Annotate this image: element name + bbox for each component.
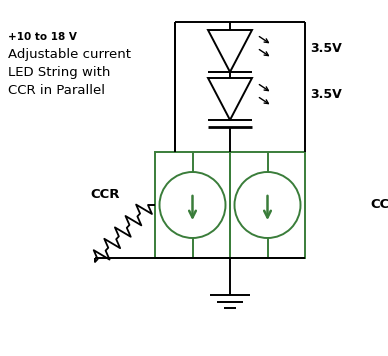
Text: CCR: CCR bbox=[370, 199, 388, 211]
Text: 3.5V: 3.5V bbox=[310, 42, 342, 54]
Bar bbox=[155, 152, 230, 258]
Text: +10 to 18 V: +10 to 18 V bbox=[8, 32, 77, 42]
Text: Adjustable current
LED String with
CCR in Parallel: Adjustable current LED String with CCR i… bbox=[8, 48, 131, 97]
Bar bbox=[230, 152, 305, 258]
Text: 3.5V: 3.5V bbox=[310, 89, 342, 101]
Text: CCR: CCR bbox=[90, 188, 120, 201]
